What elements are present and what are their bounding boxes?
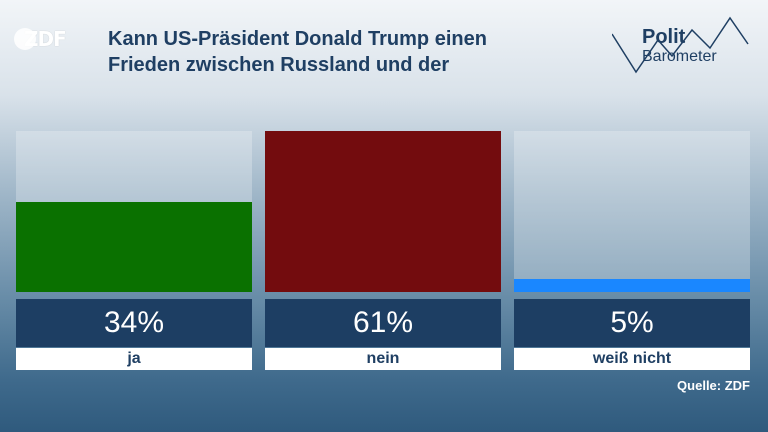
bar-nein: [265, 131, 501, 292]
bar-track-weiss-nicht: [514, 131, 750, 292]
source-label: Quelle: ZDF: [677, 378, 750, 393]
bar-track-nein: [265, 131, 501, 292]
value-label-weiss-nicht: 5%: [514, 299, 750, 347]
category-label-nein: nein: [265, 348, 501, 370]
chart-title-line-1: Kann US-Präsident Donald Trump einen: [108, 28, 487, 50]
bar-weiss-nicht: [514, 279, 750, 292]
bar-track-ja: [16, 131, 252, 292]
category-label-weiss-nicht: weiß nicht: [514, 348, 750, 370]
zdf-logo: ZDF: [14, 24, 67, 54]
chart-title: Kann US-Präsident Donald Trump einen Fri…: [108, 26, 578, 78]
value-label-ja: 34%: [16, 299, 252, 347]
politbarometer-line-icon: [612, 16, 749, 74]
politbarometer-word-1: Polit: [642, 26, 686, 48]
value-label-nein: 61%: [265, 299, 501, 347]
category-label-ja: ja: [16, 348, 252, 370]
bar-ja: [16, 202, 252, 292]
politbarometer-logo: Polit Barometer: [612, 12, 754, 76]
politbarometer-word-2: Barometer: [642, 48, 717, 65]
chart-title-line-2: Frieden zwischen Russland und der: [108, 54, 450, 76]
zdf-logo-icon: [14, 28, 36, 50]
